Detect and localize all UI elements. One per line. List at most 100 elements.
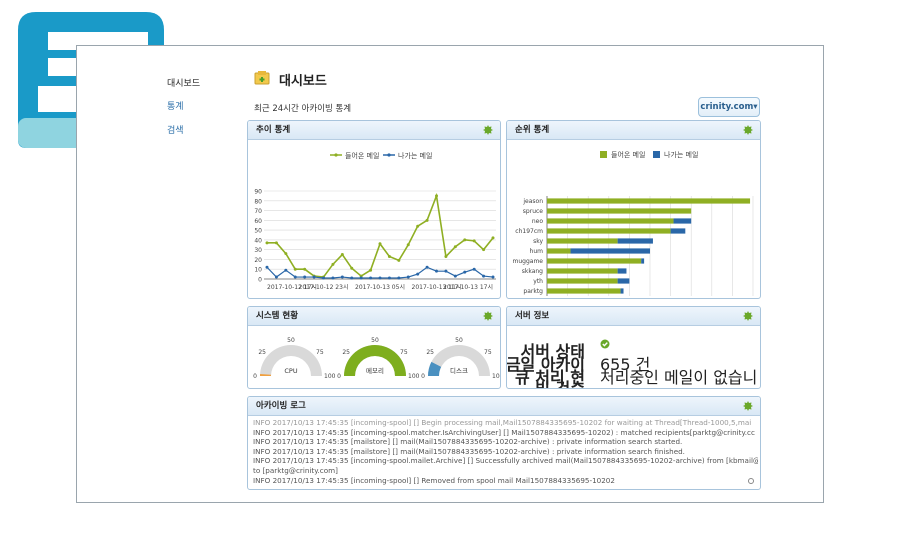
data-point (425, 218, 429, 222)
data-point (397, 258, 401, 262)
gauge-fill (428, 361, 442, 376)
log-line: INFO 2017/10/13 17:45:35 [mailstore] [] … (253, 437, 683, 447)
domain-select[interactable]: crinity.com▾ (698, 97, 760, 117)
series-line-incoming (267, 192, 494, 278)
y-tick-label: jeason (522, 198, 543, 205)
y-tick-label: hum (530, 248, 544, 255)
trend-line-chart: 들어온 메일 나가는 메일 0 10 20 30 40 50 60 70 80 90 2017-10-1… (254, 151, 496, 291)
gauge-tick: 75 (316, 349, 324, 356)
gauge-label: CPU (284, 367, 297, 375)
y-tick-label: 30 (254, 247, 262, 254)
bar-outgoing (620, 288, 624, 294)
data-point (274, 241, 278, 245)
system-panel-header: 시스템 현황 (248, 307, 500, 326)
gauge-tick: 50 (371, 337, 379, 344)
gauge-fill (260, 374, 272, 376)
data-point (378, 276, 382, 280)
bar-incoming (547, 258, 642, 264)
data-point (482, 274, 486, 278)
log-line: INFO 2017/10/13 17:45:35 [incoming-spool… (253, 418, 752, 427)
archive-count-key: 금일 아카이빙 건수 (506, 355, 585, 389)
dashboard-icon (254, 71, 270, 85)
gauge-tick: 25 (258, 349, 266, 356)
gauge-tick: 100 (324, 373, 336, 380)
y-tick-label: 20 (254, 257, 262, 264)
sidebar-item-stats[interactable]: 통계 (167, 102, 184, 112)
data-point (416, 224, 420, 228)
y-tick-label: ch197cm (515, 228, 543, 235)
refresh-icon[interactable] (742, 400, 754, 412)
data-point (444, 269, 448, 273)
y-tick-label: 90 (254, 189, 262, 196)
bar-outgoing (641, 258, 645, 264)
data-point (350, 266, 354, 270)
gauge-tick: 25 (342, 349, 350, 356)
legend-label-incoming: 들어온 메일 (345, 151, 379, 160)
legend-marker-outgoing (387, 153, 391, 157)
x-tick-label: 2017-10-13 17시 (443, 284, 493, 291)
server-panel: 서버 정보 서버 상태 금일 아카이빙 건수 655 건 큐 처리 현황 처리중… (506, 306, 761, 389)
data-point (491, 275, 495, 279)
data-point (293, 275, 297, 279)
data-point (303, 267, 307, 271)
bar-outgoing (673, 218, 692, 224)
data-point (322, 276, 325, 280)
data-point (397, 276, 401, 280)
queue-status-key: 큐 처리 현황 (514, 368, 585, 387)
data-point (265, 265, 269, 269)
data-point (425, 265, 429, 269)
bar-incoming (547, 288, 621, 294)
gauge-track (428, 345, 490, 376)
refresh-icon[interactable] (742, 124, 754, 136)
sidebar-item-search[interactable]: 검색 (167, 126, 184, 136)
gauge-tick: 100 (492, 373, 500, 380)
server-panel-title: 서버 정보 (515, 311, 550, 321)
queue-status-value: 처리중인 메일이 없습니다. (600, 368, 758, 387)
bar-outgoing (617, 268, 627, 274)
x-tick-label: 2017-10-13 11시 (412, 284, 462, 291)
gauge-tick: 0 (253, 373, 257, 380)
data-point (265, 241, 269, 245)
refresh-icon[interactable] (482, 124, 494, 136)
log-text[interactable]: INFO 2017/10/13 17:45:35 [incoming-spool… (250, 418, 758, 487)
trend-panel-title: 추이 통계 (256, 125, 291, 135)
resize-handle[interactable] (748, 478, 754, 484)
data-point (331, 276, 335, 280)
y-tick-label: 10 (254, 267, 262, 274)
y-tick-label: muggame (513, 258, 544, 265)
data-point (406, 243, 410, 247)
bar-outgoing (570, 248, 650, 254)
rank-panel-title: 순위 통계 (515, 125, 550, 135)
data-point (416, 272, 420, 276)
data-point (453, 274, 457, 278)
legend-label-incoming: 들어온 메일 (611, 150, 645, 159)
y-tick-label: 70 (254, 208, 262, 215)
data-point (303, 275, 307, 279)
y-tick-label: parktg (523, 288, 543, 295)
y-tick-label: skkang (522, 268, 543, 275)
data-point (284, 268, 288, 272)
trend-panel-header: 추이 통계 (248, 121, 500, 140)
gauge-label: 디스크 (450, 366, 468, 375)
data-point (340, 253, 344, 257)
gauge-fill (344, 345, 406, 376)
log-line: INFO 2017/10/13 17:45:35 [incoming-spool… (253, 456, 758, 466)
x-tick-label: 2017-10-12 23시 (299, 284, 349, 291)
refresh-icon[interactable] (742, 310, 754, 322)
sidebar-item-dashboard[interactable]: 대시보드 (167, 79, 201, 89)
log-line: INFO 2017/10/13 17:45:35 [mailstore] [] … (253, 446, 685, 456)
log-panel-header: 아카이빙 로그 (248, 397, 760, 416)
data-point (435, 194, 438, 198)
data-point (284, 252, 288, 256)
gauge-tick: 50 (287, 337, 295, 344)
y-tick-label: neo (532, 218, 543, 225)
y-tick-label: 0 (258, 277, 262, 284)
bar-outgoing (617, 278, 630, 284)
legend-label-outgoing: 나가는 메일 (398, 151, 432, 160)
data-point (369, 276, 373, 280)
refresh-icon[interactable] (482, 310, 494, 322)
x-tick-label: 2017-10-13 05시 (355, 284, 405, 291)
y-tick-label: yth (533, 278, 543, 285)
y-tick-label: 40 (254, 237, 262, 244)
